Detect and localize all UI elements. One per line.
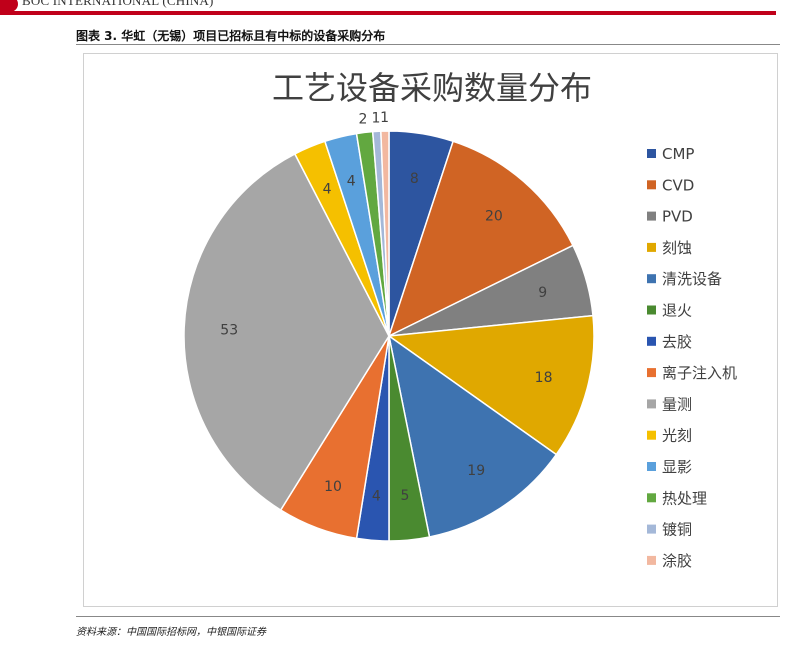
chart-frame: 工艺设备采购数量分布 8 20 9 18 19 5 4 10 53 4 4 2 1 1 CMP CVD PVD… <box>83 53 778 607</box>
legend-swatch <box>647 368 656 378</box>
legend-item-item-7: 去胶 <box>662 333 692 351</box>
legend-item-item-10: 光刻 <box>662 427 692 445</box>
caption-divider <box>76 44 780 45</box>
source-divider <box>76 616 780 617</box>
legend-swatch <box>647 180 656 190</box>
legend-swatch <box>647 555 656 565</box>
pie-slice <box>380 130 390 337</box>
pie-slice <box>387 140 574 338</box>
pie-slice <box>387 334 558 538</box>
slice-value-label: 19 <box>467 463 485 479</box>
slice-value-label: 4 <box>372 488 381 504</box>
legend-swatch <box>647 462 656 471</box>
pie-slices <box>183 130 595 542</box>
legend-item-cvd: CVD <box>662 176 694 194</box>
legend-item-item-9: 量测 <box>662 395 692 413</box>
slice-value-label: 2 <box>358 112 367 128</box>
legend-item-item-4: 刻蚀 <box>662 239 692 257</box>
legend-item-item-12: 热处理 <box>662 489 707 507</box>
figure-caption: 图表 3. 华虹（无锡）项目已招标且有中标的设备采购分布 <box>76 29 386 43</box>
header-bar: BOC INTERNATIONAL (CHINA) <box>0 0 794 12</box>
pie-slice <box>183 152 390 512</box>
legend-swatch <box>647 274 656 284</box>
slice-value-label: 4 <box>347 174 356 190</box>
slice-value-label: 1 <box>380 110 389 126</box>
boc-logo-icon <box>0 0 18 12</box>
legend-item-item-13: 镀铜 <box>662 521 692 539</box>
legend-swatch <box>647 336 656 346</box>
slice-value-label: 9 <box>538 285 547 301</box>
chart-title: 工艺设备采购数量分布 <box>272 69 592 107</box>
legend-swatch <box>647 430 656 440</box>
legend-swatch <box>647 305 656 315</box>
legend-item-item-6: 退火 <box>662 302 692 320</box>
header-rule <box>0 11 776 15</box>
slice-value-label: 8 <box>410 171 419 187</box>
legend-swatch <box>647 524 656 534</box>
legend-item-pvd: PVD <box>662 208 693 226</box>
legend-swatch <box>647 211 656 221</box>
legend-swatch <box>647 149 656 158</box>
slice-value-label: 4 <box>323 182 332 198</box>
source-note: 资料来源：中国国际招标网，中银国际证券 <box>76 627 266 638</box>
legend-item-item-8: 离子注入机 <box>662 364 737 382</box>
legend-swatch <box>647 399 656 409</box>
slice-value-label: 10 <box>324 479 342 495</box>
legend-item-item-5: 清洗设备 <box>662 270 722 288</box>
legend-swatch <box>647 493 656 503</box>
legend-item-cmp: CMP <box>662 145 694 163</box>
header-brand: BOC INTERNATIONAL (CHINA) <box>22 0 214 8</box>
legend-swatch <box>647 242 656 252</box>
pie-slice <box>386 314 595 456</box>
slice-value-label: 5 <box>400 488 409 504</box>
slice-value-label: 1 <box>371 110 380 126</box>
slice-value-label: 18 <box>535 370 553 386</box>
slice-value-label: 20 <box>485 208 503 224</box>
legend-item-item-14: 涂胶 <box>662 552 692 570</box>
legend-item-item-11: 显影 <box>662 458 692 476</box>
slice-value-label: 53 <box>220 323 238 339</box>
